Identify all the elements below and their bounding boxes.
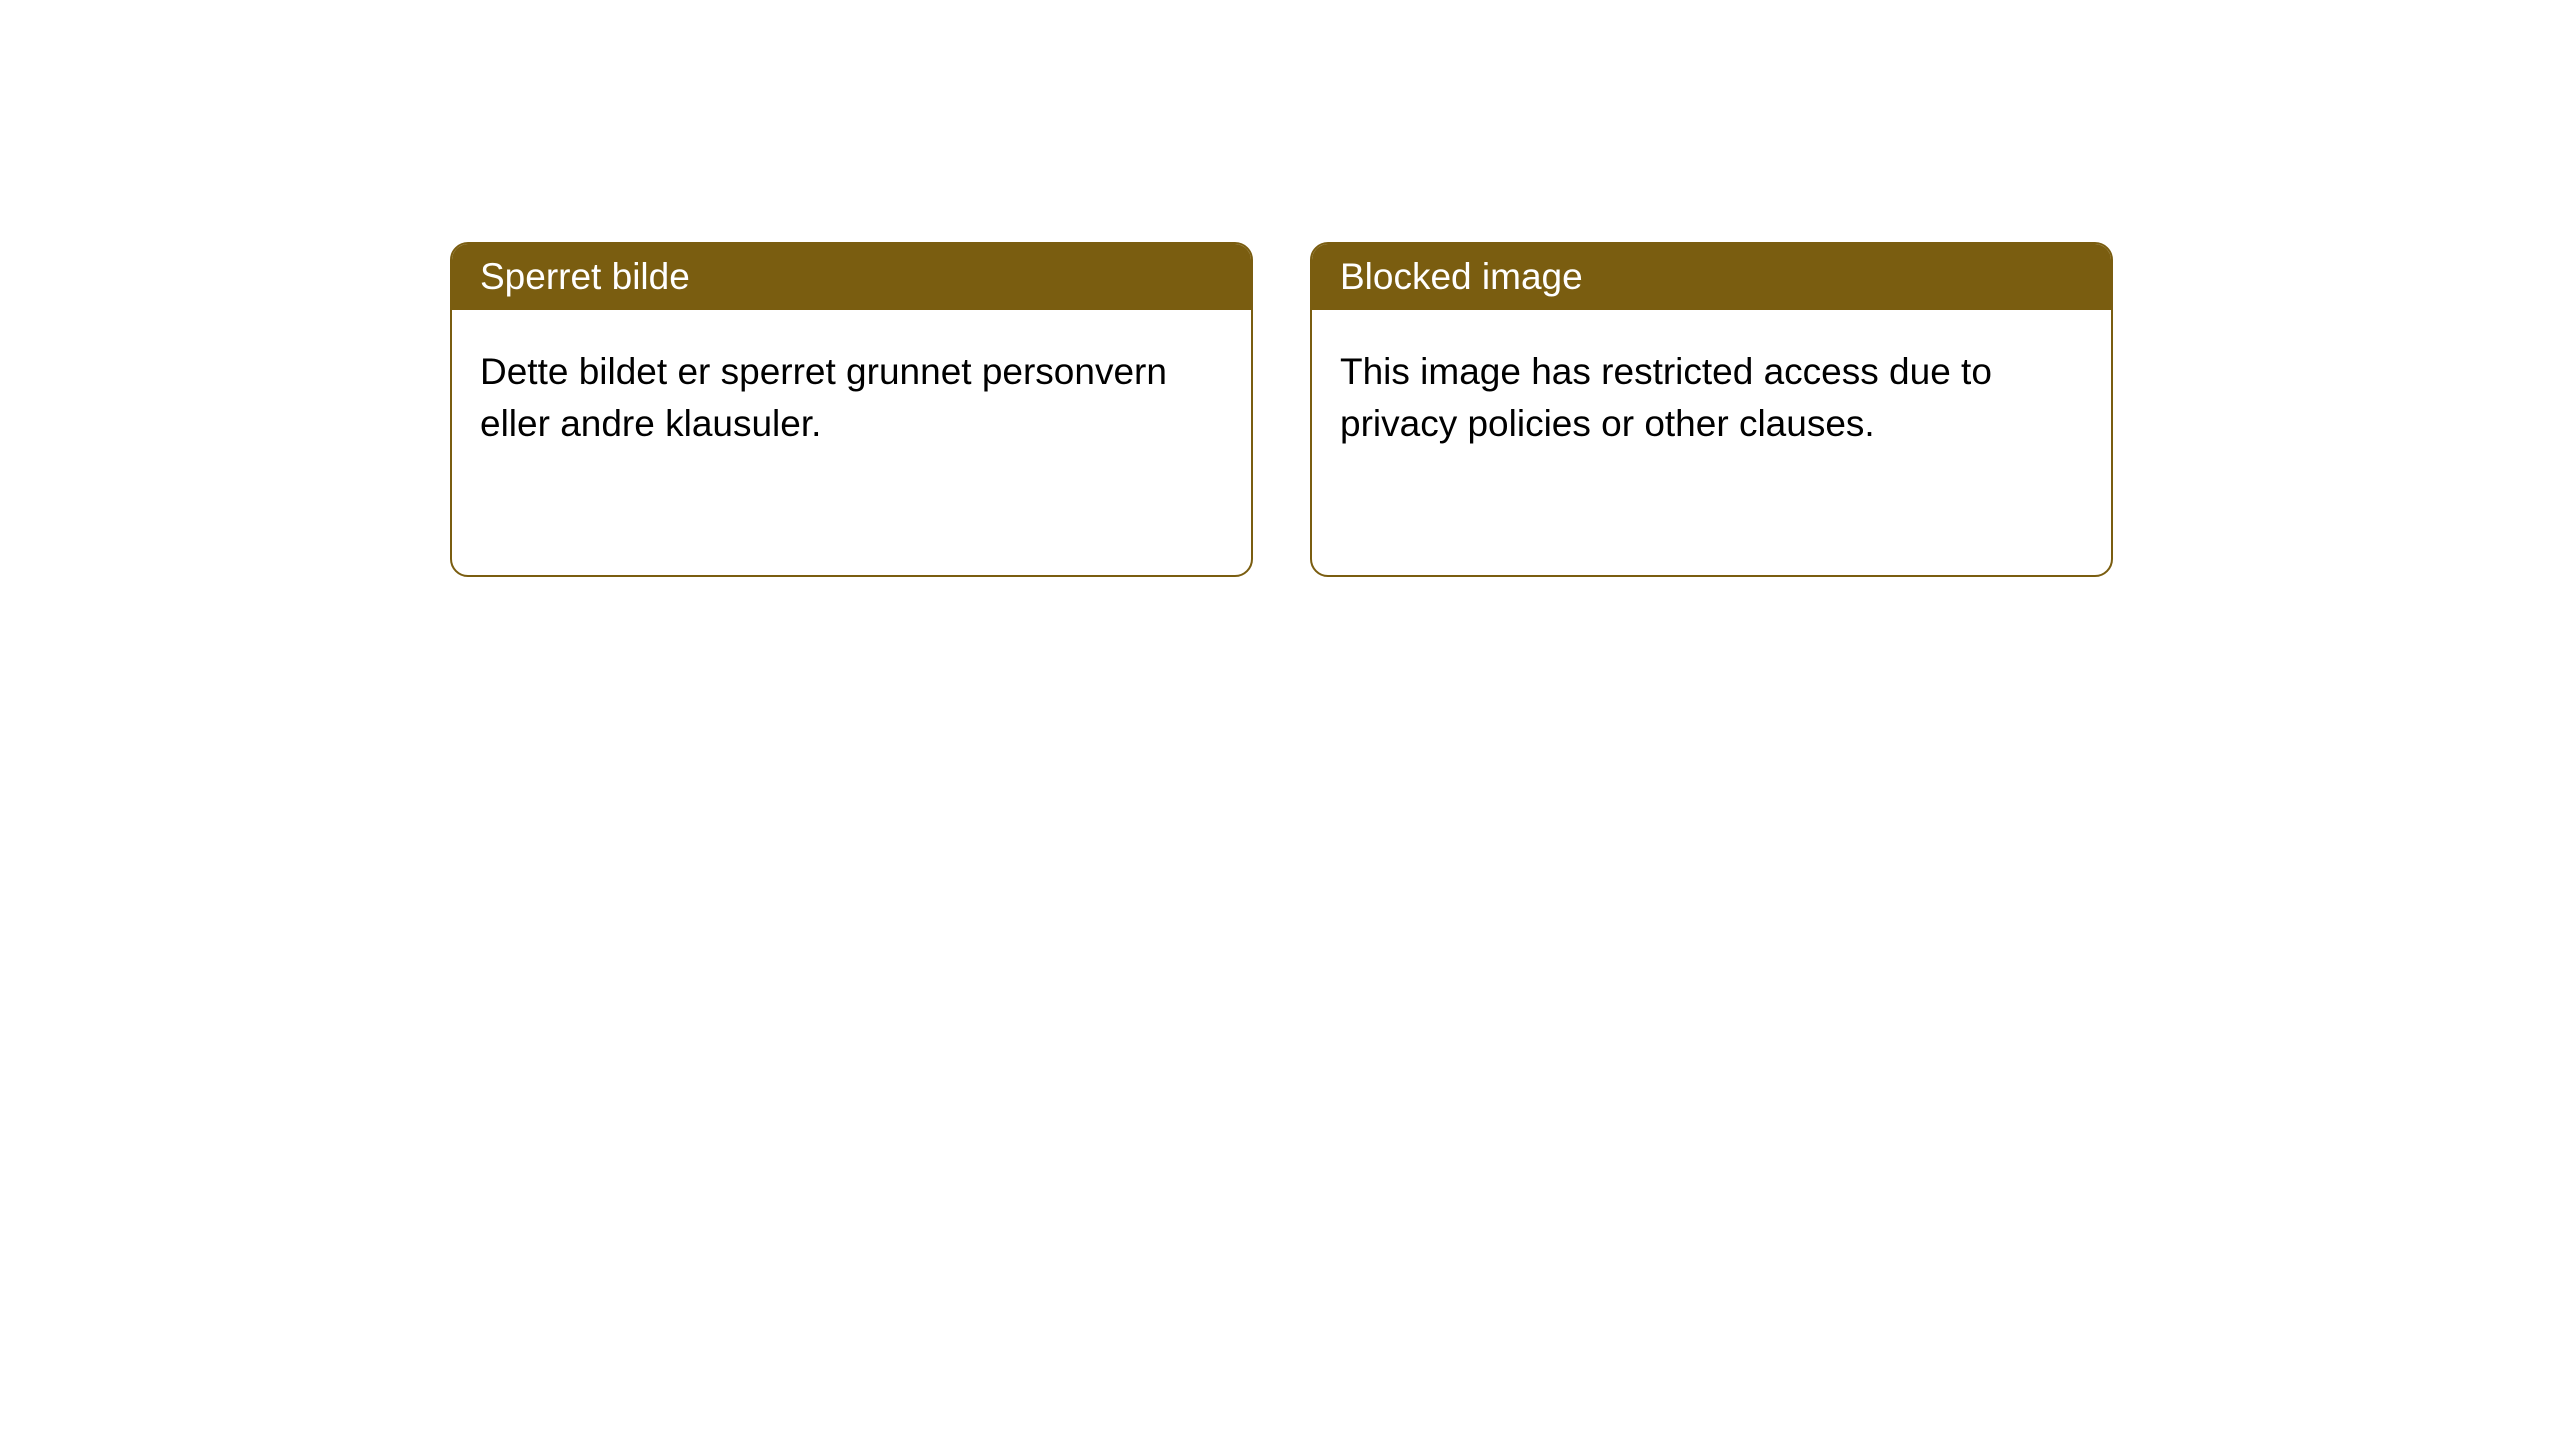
notice-card-title: Blocked image bbox=[1312, 244, 2111, 310]
notice-card-english: Blocked image This image has restricted … bbox=[1310, 242, 2113, 577]
notice-cards-container: Sperret bilde Dette bildet er sperret gr… bbox=[450, 242, 2113, 577]
notice-card-title: Sperret bilde bbox=[452, 244, 1251, 310]
notice-card-body: Dette bildet er sperret grunnet personve… bbox=[452, 310, 1251, 486]
notice-card-body: This image has restricted access due to … bbox=[1312, 310, 2111, 486]
notice-card-norwegian: Sperret bilde Dette bildet er sperret gr… bbox=[450, 242, 1253, 577]
